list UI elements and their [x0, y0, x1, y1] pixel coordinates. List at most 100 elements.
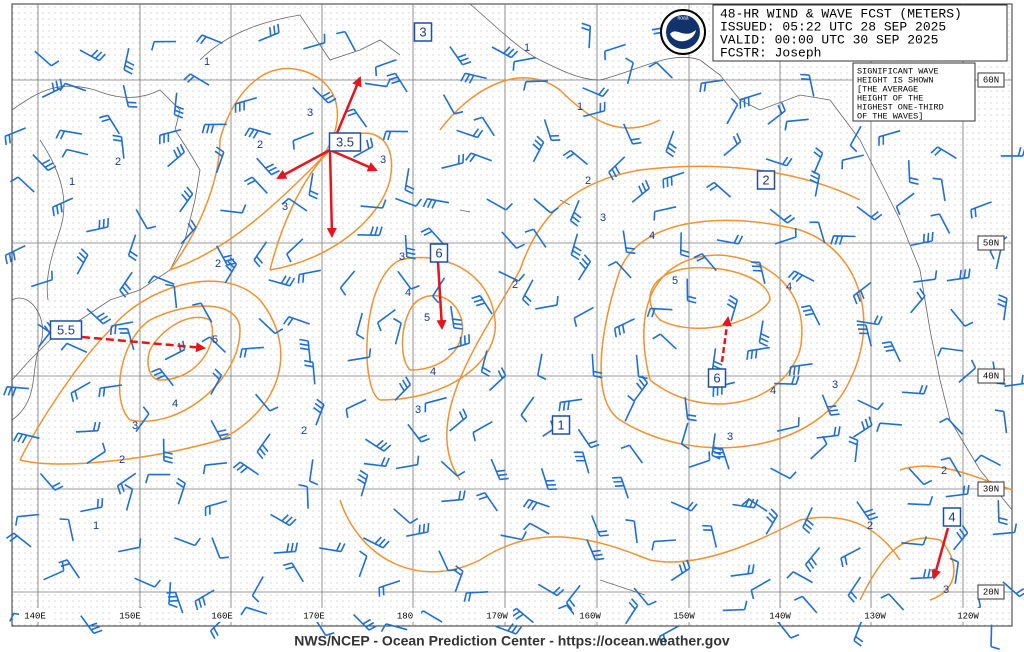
wind-barb [881, 341, 901, 363]
contour-label: 1 [577, 101, 583, 113]
wind-barb [582, 87, 610, 98]
wind-barb [913, 270, 938, 283]
wind-barb [201, 336, 227, 353]
contour-label: 3 [727, 431, 733, 443]
wind-barb [907, 495, 934, 506]
contour-label: 5 [672, 275, 678, 287]
wind-barb [577, 254, 592, 281]
wind-barb [776, 620, 800, 639]
wind-barb [382, 130, 409, 141]
wind-barb [726, 294, 739, 322]
wind-barb [345, 398, 367, 419]
wind-barb [810, 435, 828, 460]
contour-label: 2 [301, 425, 307, 437]
wind-barb [463, 591, 489, 602]
wind-barb [303, 33, 326, 50]
wind-barb [270, 513, 297, 527]
wind-barb [946, 268, 971, 282]
wind-barb [758, 320, 770, 347]
wind-barb [4, 127, 26, 146]
lon-label-bg [668, 608, 700, 622]
wind-barb [308, 459, 319, 486]
wind-barb [127, 234, 138, 262]
wind-barb [633, 375, 649, 402]
wind-barb [339, 270, 356, 296]
wind-barb [192, 302, 213, 323]
contour-label: 3 [380, 154, 386, 166]
wind-barb [992, 523, 1018, 536]
wind-barb [210, 419, 231, 441]
wind-barb [930, 213, 951, 234]
wind-barb [652, 333, 677, 350]
wind-barb [393, 508, 419, 524]
wind-barb [741, 498, 768, 512]
wind-barb [151, 367, 174, 387]
wind-barb [204, 500, 228, 516]
wind-barb [490, 458, 509, 481]
lon-label-bg [114, 608, 146, 622]
wind-barb [123, 48, 135, 75]
wind-barb [543, 119, 561, 142]
wind-barb [533, 197, 559, 214]
contour-label: 3 [832, 379, 838, 391]
wind-barb [386, 72, 408, 93]
wind-barb [622, 230, 636, 255]
wind-barb [670, 559, 691, 582]
wind-barb [312, 86, 337, 104]
wind-barb [750, 578, 771, 600]
wind-barb [841, 154, 864, 170]
wind-barb [175, 477, 186, 505]
wind-barb [122, 84, 138, 108]
wind-barb [786, 571, 813, 584]
logo-bird [670, 30, 696, 42]
wind-barb [362, 536, 390, 549]
wind-barb [282, 562, 304, 583]
longitude-label: 140E [24, 611, 46, 621]
wind-barb [624, 394, 636, 422]
wind-barb [908, 467, 933, 486]
contour-label: 1 [69, 176, 75, 188]
wind-barb [460, 72, 487, 84]
wind-barb [99, 114, 121, 135]
wind-barb [251, 576, 264, 603]
wave-box [328, 132, 362, 152]
header-line: ISSUED: 05:22 UTC 28 SEP 2025 [720, 19, 946, 34]
wind-barb [224, 257, 238, 284]
wind-barb [471, 294, 493, 315]
wind-barb [476, 492, 498, 512]
wind-barb [258, 317, 284, 335]
lat-label-bg [977, 368, 1005, 384]
wind-barb [788, 363, 813, 376]
header-line: VALID: 00:00 UTC 30 SEP 2025 [720, 32, 938, 47]
wind-barb [355, 312, 365, 340]
contour-label: 4 [786, 281, 792, 293]
note-line: SIGNIFICANT WAVE [857, 66, 939, 76]
longitude-label: 160E [211, 611, 233, 621]
lat-label-bg [977, 72, 1005, 88]
wind-barb [658, 625, 680, 646]
contour-label: 3 [307, 107, 313, 119]
wind-barb [256, 433, 271, 460]
wind-barb [501, 231, 525, 250]
wind-barb [210, 368, 223, 395]
wave-box [756, 170, 776, 190]
wind-barb [313, 398, 325, 426]
latitude-label: 40N [983, 371, 999, 381]
wind-barb [253, 241, 268, 268]
wind-barb [537, 353, 547, 381]
wind-barb [283, 315, 310, 326]
latitude-label: 20N [983, 587, 999, 597]
note-box [852, 62, 976, 122]
wind-barb [540, 468, 558, 491]
lon-label-bg [952, 608, 984, 622]
wind-barb [360, 199, 387, 209]
wind-barb [495, 623, 523, 635]
wind-barb [702, 524, 718, 548]
wind-barb [852, 416, 873, 438]
wind-barb [438, 550, 458, 572]
wind-barb [849, 125, 862, 153]
wind-barb [586, 539, 605, 561]
wind-barb [109, 321, 134, 336]
lon-label-bg [764, 608, 796, 622]
